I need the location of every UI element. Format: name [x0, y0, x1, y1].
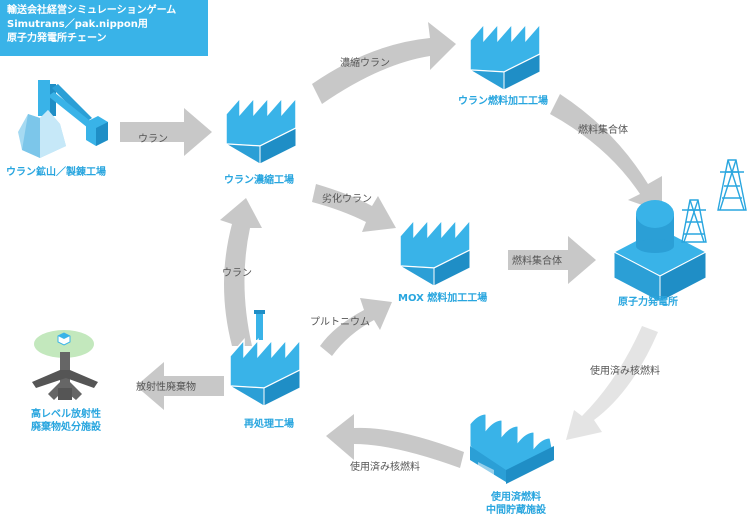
interim-storage-icon: [469, 413, 555, 484]
title-box: 輸送会社経営シミュレーションゲーム Simutrans／pak.nippon用 …: [0, 0, 208, 56]
arrow-depleted-uranium: [312, 184, 396, 232]
flow-label-plutonium: プルトニウム: [310, 317, 370, 328]
arrow-fuel-assembly-to-plant: [550, 94, 662, 212]
flow-label-enriched-uranium: 濃縮ウラン: [340, 58, 390, 69]
disposal-label-line-1: 高レベル放射性: [31, 409, 101, 420]
arrow-mox-fuel-to-plant: [508, 236, 596, 284]
enrichment-label: ウラン濃縮工場: [224, 175, 294, 186]
reprocessing-label: 再処理工場: [244, 419, 294, 430]
title-line-2: Simutrans／pak.nippon用: [7, 19, 148, 30]
mox-fuel-plant-icon: [399, 219, 471, 287]
power-plant-label: 原子力発電所: [618, 297, 678, 308]
uranium-fuel-label: ウラン燃料加工工場: [458, 96, 548, 107]
flow-label-depleted-uranium: 劣化ウラン: [322, 194, 372, 205]
disposal-label-line-2: 廃棄物処分施設: [31, 422, 101, 433]
flow-label-fuel-assembly-1: 燃料集合体: [578, 125, 628, 136]
mine-refinery-icon: [18, 80, 108, 158]
arrow-recovered-uranium: [220, 198, 262, 346]
disposal-label: 高レベル放射性 廃棄物処分施設: [18, 408, 114, 434]
disposal-facility-icon: [32, 330, 98, 400]
storage-label: 使用済燃料 中間貯蔵施設: [472, 491, 560, 517]
flow-label-recovered-uranium: ウラン: [222, 268, 252, 279]
transmission-tower-icon: [681, 159, 747, 243]
arrow-uranium-to-enrichment: [120, 108, 212, 156]
reprocessing-plant-icon: [229, 310, 301, 407]
flow-label-spent-fuel-1: 使用済み核燃料: [590, 366, 660, 377]
mine-label: ウラン鉱山／製錬工場: [6, 167, 106, 178]
flow-label-spent-fuel-2: 使用済み核燃料: [350, 462, 420, 473]
flow-label-fuel-assembly-2: 燃料集合体: [512, 256, 562, 267]
flow-label-uranium: ウラン: [138, 134, 168, 145]
enrichment-plant-icon: [225, 97, 297, 165]
arrow-spent-fuel-to-storage: [566, 326, 658, 440]
flow-label-radioactive-waste: 放射性廃棄物: [136, 382, 196, 393]
title-line-1: 輸送会社経営シミュレーションゲーム: [7, 5, 177, 16]
mox-fuel-label: MOX 燃料加工工場: [398, 293, 488, 304]
arrow-spent-fuel-to-reprocessing: [326, 414, 464, 468]
storage-label-line-2: 中間貯蔵施設: [486, 505, 546, 516]
title-line-3: 原子力発電所チェーン: [7, 33, 107, 44]
uranium-fuel-plant-icon: [469, 23, 541, 91]
storage-label-line-1: 使用済燃料: [491, 492, 541, 503]
arrow-radioactive-waste: [136, 362, 224, 410]
arrow-enriched-uranium: [312, 22, 456, 104]
arrow-plutonium: [320, 298, 392, 356]
nuclear-plant-icon: [612, 200, 708, 303]
